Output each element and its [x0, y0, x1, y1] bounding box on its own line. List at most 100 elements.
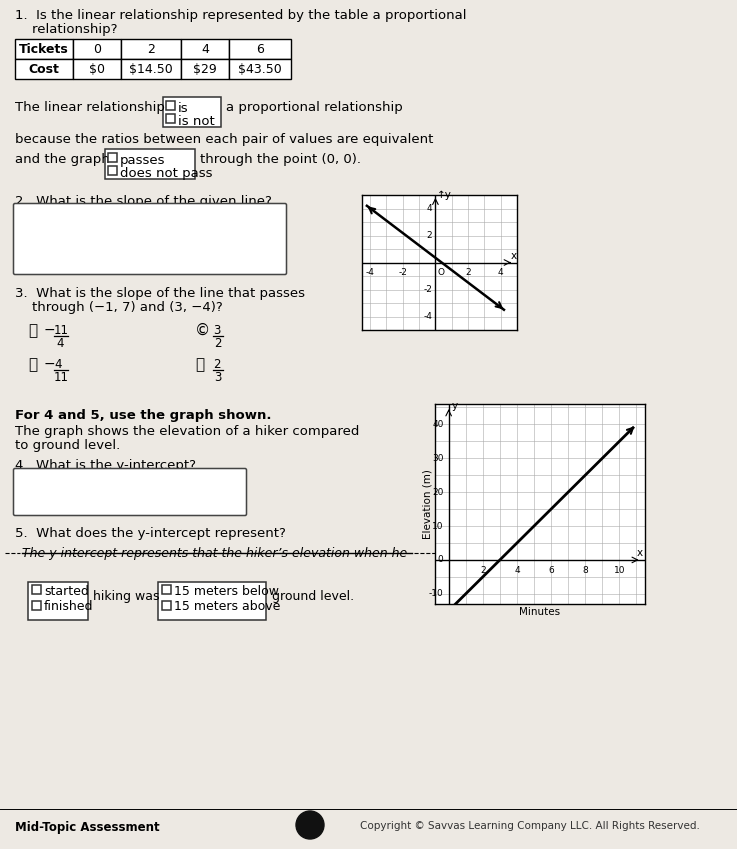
Bar — [162, 601, 171, 610]
Text: finished: finished — [44, 600, 94, 613]
Bar — [121, 59, 181, 79]
Text: 4: 4 — [54, 358, 61, 371]
Text: 4: 4 — [498, 268, 503, 277]
Text: O: O — [437, 268, 444, 277]
Text: started: started — [44, 585, 89, 598]
Text: 40: 40 — [432, 420, 444, 429]
Text: -2: -2 — [423, 285, 432, 294]
Text: 11: 11 — [54, 324, 69, 337]
Text: 1.  Is the linear relationship represented by the table a proportional: 1. Is the linear relationship represente… — [15, 9, 467, 22]
Bar — [108, 166, 117, 175]
X-axis label: Minutes: Minutes — [520, 607, 561, 616]
Text: -4: -4 — [423, 312, 432, 321]
Text: 4: 4 — [201, 42, 209, 55]
Text: is not: is not — [178, 115, 214, 128]
Text: 0: 0 — [93, 42, 101, 55]
Bar — [32, 601, 41, 610]
Text: x: x — [511, 251, 517, 261]
Text: 2: 2 — [214, 337, 222, 350]
Text: 15 meters above: 15 meters above — [174, 600, 280, 613]
Text: Cost: Cost — [29, 63, 60, 76]
Text: does not pass: does not pass — [120, 167, 212, 180]
Text: through (−1, 7) and (3, −4)?: through (−1, 7) and (3, −4)? — [15, 301, 223, 314]
Text: 1 of 1: 1 of 1 — [295, 820, 326, 830]
Text: 3.  What is the slope of the line that passes: 3. What is the slope of the line that pa… — [15, 287, 305, 300]
Bar — [121, 39, 181, 59]
Text: Tickets: Tickets — [19, 42, 69, 55]
Text: 2.  What is the slope of the given line?: 2. What is the slope of the given line? — [15, 195, 272, 208]
Text: relationship?: relationship? — [15, 23, 117, 36]
Y-axis label: Elevation (m): Elevation (m) — [422, 469, 432, 539]
Text: 3: 3 — [213, 324, 220, 337]
Text: 2: 2 — [427, 231, 432, 240]
Text: 10: 10 — [614, 566, 625, 575]
Bar — [166, 114, 175, 123]
Text: $14.50: $14.50 — [129, 63, 173, 76]
Text: The linear relationship: The linear relationship — [15, 101, 165, 114]
Text: 20: 20 — [432, 487, 444, 497]
Bar — [229, 59, 291, 79]
Bar — [181, 59, 229, 79]
Bar — [73, 59, 121, 79]
Bar — [15, 39, 73, 59]
Bar — [162, 585, 171, 594]
Bar — [166, 101, 175, 110]
Text: $29: $29 — [193, 63, 217, 76]
Text: Mid-Topic Assessment: Mid-Topic Assessment — [15, 821, 160, 834]
Bar — [181, 39, 229, 59]
Text: 2: 2 — [147, 42, 155, 55]
Text: 4.  What is the y-intercept?: 4. What is the y-intercept? — [15, 459, 196, 472]
Text: x: x — [637, 548, 643, 559]
Bar — [73, 39, 121, 59]
Bar — [15, 59, 73, 79]
Text: $0: $0 — [89, 63, 105, 76]
Text: y: y — [452, 401, 458, 411]
Text: -4: -4 — [366, 268, 374, 277]
Text: 5.  What does the y-intercept represent?: 5. What does the y-intercept represent? — [15, 527, 286, 540]
Bar — [28, 582, 88, 620]
Text: 4: 4 — [427, 204, 432, 213]
Text: 2: 2 — [465, 268, 471, 277]
Bar — [105, 149, 195, 179]
Bar — [108, 153, 117, 162]
Text: -10: -10 — [429, 589, 444, 599]
Text: 8: 8 — [582, 566, 588, 575]
Text: and the graph: and the graph — [15, 153, 110, 166]
Circle shape — [296, 811, 324, 839]
Text: Ⓑ: Ⓑ — [28, 357, 37, 372]
Text: 10: 10 — [432, 521, 444, 531]
Text: −: − — [44, 357, 55, 371]
Text: The y-intercept represents that the hiker’s elevation when he: The y-intercept represents that the hike… — [22, 547, 408, 560]
Text: 2: 2 — [480, 566, 486, 575]
Text: 2: 2 — [213, 358, 220, 371]
Text: −: − — [44, 323, 55, 337]
Text: 3: 3 — [214, 371, 221, 384]
Text: ©: © — [195, 323, 210, 338]
Text: because the ratios between each pair of values are equivalent: because the ratios between each pair of … — [15, 133, 433, 146]
Text: ⓓ: ⓓ — [195, 357, 204, 372]
FancyBboxPatch shape — [13, 204, 287, 274]
Text: 6: 6 — [548, 566, 554, 575]
Text: 15 meters below: 15 meters below — [174, 585, 279, 598]
Text: Ⓐ: Ⓐ — [28, 323, 37, 338]
Text: 11: 11 — [54, 371, 69, 384]
Text: is: is — [178, 102, 189, 115]
Text: For 4 and 5, use the graph shown.: For 4 and 5, use the graph shown. — [15, 409, 271, 422]
Text: to ground level.: to ground level. — [15, 439, 120, 452]
Text: 4: 4 — [514, 566, 520, 575]
Text: a proportional relationship: a proportional relationship — [226, 101, 402, 114]
Text: ground level.: ground level. — [272, 590, 354, 603]
Text: $43.50: $43.50 — [238, 63, 282, 76]
Bar — [229, 39, 291, 59]
Text: 0: 0 — [438, 555, 444, 565]
Text: 4: 4 — [56, 337, 63, 350]
Text: -2: -2 — [399, 268, 408, 277]
Text: The graph shows the elevation of a hiker compared: The graph shows the elevation of a hiker… — [15, 425, 360, 438]
Bar — [163, 97, 221, 127]
Text: through the point (0, 0).: through the point (0, 0). — [200, 153, 361, 166]
Text: 6: 6 — [256, 42, 264, 55]
Text: Copyright © Savvas Learning Company LLC. All Rights Reserved.: Copyright © Savvas Learning Company LLC.… — [360, 821, 700, 831]
Text: passes: passes — [120, 154, 166, 167]
Bar — [158, 582, 266, 620]
Text: 30: 30 — [432, 453, 444, 463]
